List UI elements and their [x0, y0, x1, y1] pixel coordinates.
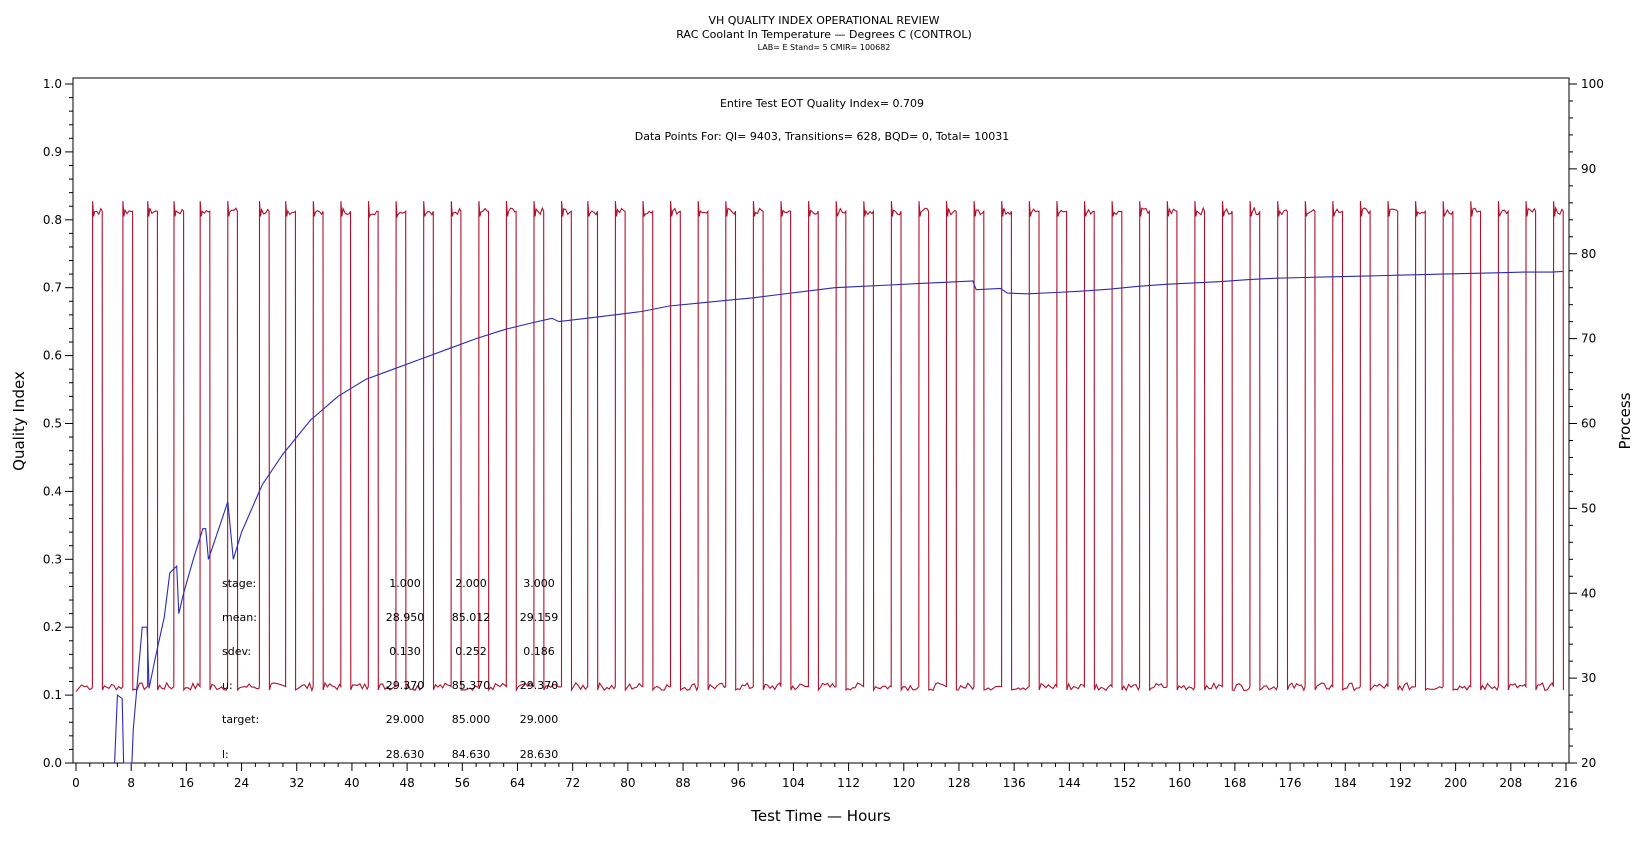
x-tick-label: 200 — [1444, 776, 1467, 790]
stats-cell: 29.159 — [520, 611, 559, 624]
quality-index-line — [114, 270, 1563, 764]
y-tick-label: 0.4 — [43, 484, 62, 498]
y-tick-label: 0.8 — [43, 213, 62, 227]
process-series — [75, 201, 1564, 693]
x-axis-label: Test Time — Hours — [750, 807, 891, 825]
y-tick-label: 0.2 — [43, 620, 62, 634]
x-tick-label: 152 — [1113, 776, 1136, 790]
data-points-annotation: Data Points For: QI= 9403, Transitions= … — [635, 130, 1010, 143]
x-tick-label: 144 — [1058, 776, 1081, 790]
stats-cell: 29.370 — [386, 679, 425, 692]
stats-cell: 28.630 — [520, 748, 559, 761]
y-tick-label: 1.0 — [43, 77, 62, 91]
stats-cell: 1.000 — [389, 577, 421, 590]
stats-row-label: target: — [222, 713, 259, 726]
x-tick-label: 64 — [510, 776, 525, 790]
chart-title: VH QUALITY INDEX OPERATIONAL REVIEW — [708, 14, 939, 27]
stats-cell: 28.950 — [386, 611, 425, 624]
x-tick-label: 208 — [1499, 776, 1522, 790]
stats-cell: 29.000 — [520, 713, 559, 726]
stats-cell: 85.012 — [452, 611, 491, 624]
x-tick-label: 56 — [455, 776, 470, 790]
y2-axis-label: Process — [1616, 392, 1634, 449]
y2-tick-label: 40 — [1581, 586, 1596, 600]
chart-subtitle: RAC Coolant In Temperature — Degrees C (… — [676, 28, 972, 41]
x-tick-label: 168 — [1223, 776, 1246, 790]
y-tick-label: 0.5 — [43, 417, 62, 431]
x-tick-label: 160 — [1168, 776, 1191, 790]
axis-ticks: 0 8 16 24 32 40 48 56 64 72 80 88 96 104 112 120 128 136 1… — [43, 77, 1604, 790]
x-tick-label: 48 — [399, 776, 414, 790]
y-tick-label: 0.3 — [43, 552, 62, 566]
x-tick-label: 88 — [675, 776, 690, 790]
stats-table: stage: 1.000 2.000 3.000 mean: 28.950 85.012 29… — [222, 577, 558, 761]
y-tick-label: 0.9 — [43, 145, 62, 159]
y-tick-label: 0.6 — [43, 349, 62, 363]
y-tick-label: 0.0 — [43, 756, 62, 770]
chart-meta: LAB= E Stand= 5 CMIR= 100682 — [758, 43, 891, 52]
x-tick-label: 112 — [837, 776, 860, 790]
x-tick-label: 136 — [1003, 776, 1026, 790]
x-tick-label: 32 — [289, 776, 304, 790]
stats-cell: 84.630 — [452, 748, 491, 761]
process-line — [75, 201, 1564, 693]
y-tick-label: 0.7 — [43, 281, 62, 295]
x-tick-label: 16 — [179, 776, 194, 790]
x-tick-label: 192 — [1389, 776, 1412, 790]
y2-tick-label: 70 — [1581, 332, 1596, 346]
x-tick-label: 8 — [127, 776, 135, 790]
x-tick-label: 120 — [892, 776, 915, 790]
y2-tick-label: 20 — [1581, 756, 1596, 770]
x-tick-label: 128 — [948, 776, 971, 790]
x-tick-label: 0 — [72, 776, 80, 790]
stats-cell: 2.000 — [455, 577, 487, 590]
stats-cell: 0.186 — [523, 645, 555, 658]
x-tick-label: 104 — [782, 776, 805, 790]
stats-row-label: u: — [222, 679, 233, 692]
stats-cell: 85.370 — [452, 679, 491, 692]
x-tick-label: 40 — [344, 776, 359, 790]
quality-index-series — [114, 270, 1563, 764]
stats-cell: 28.630 — [386, 748, 425, 761]
y2-tick-label: 60 — [1581, 417, 1596, 431]
y2-tick-label: 30 — [1581, 671, 1596, 685]
y2-tick-label: 80 — [1581, 247, 1596, 261]
stats-cell: 29.000 — [386, 713, 425, 726]
y-axis-label: Quality Index — [10, 371, 28, 471]
stats-cell: 3.000 — [523, 577, 555, 590]
x-tick-label: 24 — [234, 776, 249, 790]
y2-tick-label: 90 — [1581, 162, 1596, 176]
x-tick-label: 72 — [565, 776, 580, 790]
y2-tick-label: 100 — [1581, 77, 1604, 91]
y2-tick-label: 50 — [1581, 501, 1596, 515]
stats-row-label: l: — [222, 748, 229, 761]
stats-row-label: mean: — [222, 611, 257, 624]
stats-row-label: sdev: — [222, 645, 251, 658]
x-tick-label: 216 — [1555, 776, 1578, 790]
plot-frame — [72, 77, 1570, 764]
x-tick-label: 80 — [620, 776, 635, 790]
stats-cell: 85.000 — [452, 713, 491, 726]
x-tick-label: 176 — [1279, 776, 1302, 790]
x-tick-label: 184 — [1334, 776, 1357, 790]
stats-row-label: stage: — [222, 577, 256, 590]
stats-cell: 29.370 — [520, 679, 559, 692]
x-tick-label: 96 — [731, 776, 746, 790]
stats-cell: 0.252 — [455, 645, 487, 658]
stats-cell: 0.130 — [389, 645, 421, 658]
quality-index-annotation: Entire Test EOT Quality Index= 0.709 — [720, 97, 924, 110]
y-tick-label: 0.1 — [43, 688, 62, 702]
